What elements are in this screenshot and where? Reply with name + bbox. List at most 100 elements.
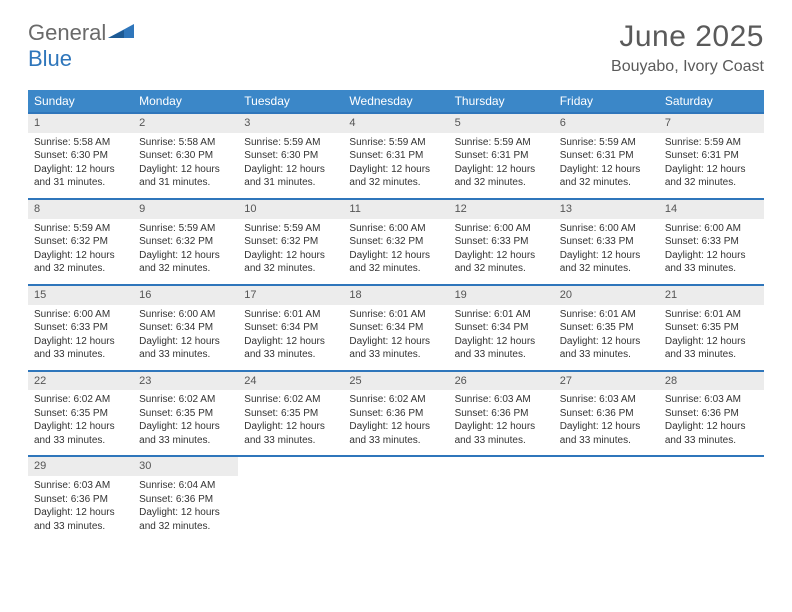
sunrise-text: Sunrise: 6:01 AM xyxy=(560,308,653,322)
sunset-text: Sunset: 6:33 PM xyxy=(34,321,127,335)
day-body: Sunrise: 6:01 AMSunset: 6:35 PMDaylight:… xyxy=(554,305,659,370)
daylight-text: Daylight: 12 hours and 33 minutes. xyxy=(349,335,442,362)
day-number: 11 xyxy=(343,200,448,219)
day-number: 4 xyxy=(343,114,448,133)
calendar-day-cell: 6Sunrise: 5:59 AMSunset: 6:31 PMDaylight… xyxy=(554,113,659,199)
weekday-header: Friday xyxy=(554,90,659,113)
sunrise-text: Sunrise: 5:58 AM xyxy=(139,136,232,150)
title-block: June 2025 Bouyabo, Ivory Coast xyxy=(611,20,764,76)
day-body: Sunrise: 5:58 AMSunset: 6:30 PMDaylight:… xyxy=(28,133,133,198)
calendar-day-cell: 1Sunrise: 5:58 AMSunset: 6:30 PMDaylight… xyxy=(28,113,133,199)
logo-blue: Blue xyxy=(28,46,72,71)
weekday-header: Tuesday xyxy=(238,90,343,113)
calendar-table: Sunday Monday Tuesday Wednesday Thursday… xyxy=(28,90,764,541)
calendar-day-cell: 4Sunrise: 5:59 AMSunset: 6:31 PMDaylight… xyxy=(343,113,448,199)
day-number: 9 xyxy=(133,200,238,219)
daylight-text: Daylight: 12 hours and 32 minutes. xyxy=(455,249,548,276)
sunset-text: Sunset: 6:33 PM xyxy=(665,235,758,249)
day-number: 8 xyxy=(28,200,133,219)
calendar-day-cell: 8Sunrise: 5:59 AMSunset: 6:32 PMDaylight… xyxy=(28,199,133,285)
sunset-text: Sunset: 6:32 PM xyxy=(34,235,127,249)
daylight-text: Daylight: 12 hours and 32 minutes. xyxy=(139,249,232,276)
sunset-text: Sunset: 6:36 PM xyxy=(560,407,653,421)
sunset-text: Sunset: 6:36 PM xyxy=(349,407,442,421)
daylight-text: Daylight: 12 hours and 33 minutes. xyxy=(139,335,232,362)
calendar-week-row: 22Sunrise: 6:02 AMSunset: 6:35 PMDayligh… xyxy=(28,371,764,457)
calendar-day-cell: 3Sunrise: 5:59 AMSunset: 6:30 PMDaylight… xyxy=(238,113,343,199)
sunrise-text: Sunrise: 5:59 AM xyxy=(560,136,653,150)
day-number: 14 xyxy=(659,200,764,219)
sunrise-text: Sunrise: 6:01 AM xyxy=(455,308,548,322)
sunrise-text: Sunrise: 6:01 AM xyxy=(665,308,758,322)
daylight-text: Daylight: 12 hours and 33 minutes. xyxy=(349,420,442,447)
sunset-text: Sunset: 6:34 PM xyxy=(244,321,337,335)
weekday-header: Wednesday xyxy=(343,90,448,113)
daylight-text: Daylight: 12 hours and 31 minutes. xyxy=(34,163,127,190)
day-body: Sunrise: 6:00 AMSunset: 6:32 PMDaylight:… xyxy=(343,219,448,284)
header: General Blue June 2025 Bouyabo, Ivory Co… xyxy=(28,20,764,76)
sunset-text: Sunset: 6:35 PM xyxy=(34,407,127,421)
calendar-day-cell: 11Sunrise: 6:00 AMSunset: 6:32 PMDayligh… xyxy=(343,199,448,285)
sunset-text: Sunset: 6:36 PM xyxy=(665,407,758,421)
sunrise-text: Sunrise: 6:02 AM xyxy=(34,393,127,407)
daylight-text: Daylight: 12 hours and 33 minutes. xyxy=(665,420,758,447)
weekday-header: Monday xyxy=(133,90,238,113)
calendar-week-row: 1Sunrise: 5:58 AMSunset: 6:30 PMDaylight… xyxy=(28,113,764,199)
sunrise-text: Sunrise: 6:00 AM xyxy=(455,222,548,236)
sunrise-text: Sunrise: 6:00 AM xyxy=(34,308,127,322)
daylight-text: Daylight: 12 hours and 33 minutes. xyxy=(560,335,653,362)
day-body: Sunrise: 5:59 AMSunset: 6:32 PMDaylight:… xyxy=(28,219,133,284)
daylight-text: Daylight: 12 hours and 32 minutes. xyxy=(349,163,442,190)
daylight-text: Daylight: 12 hours and 32 minutes. xyxy=(665,163,758,190)
day-number: 19 xyxy=(449,286,554,305)
weekday-header: Saturday xyxy=(659,90,764,113)
day-number: 15 xyxy=(28,286,133,305)
sunrise-text: Sunrise: 6:02 AM xyxy=(349,393,442,407)
calendar-day-cell: 27Sunrise: 6:03 AMSunset: 6:36 PMDayligh… xyxy=(554,371,659,457)
calendar-day-cell: 21Sunrise: 6:01 AMSunset: 6:35 PMDayligh… xyxy=(659,285,764,371)
day-body: Sunrise: 5:59 AMSunset: 6:31 PMDaylight:… xyxy=(343,133,448,198)
day-body: Sunrise: 6:04 AMSunset: 6:36 PMDaylight:… xyxy=(133,476,238,541)
calendar-day-cell: 26Sunrise: 6:03 AMSunset: 6:36 PMDayligh… xyxy=(449,371,554,457)
calendar-day-cell: 9Sunrise: 5:59 AMSunset: 6:32 PMDaylight… xyxy=(133,199,238,285)
calendar-day-cell: 22 Sunrise: 6:02 AMSunset: 6:35 PMDayligh… xyxy=(28,371,133,457)
day-number: 22 xyxy=(28,372,133,391)
calendar-day-cell: 7Sunrise: 5:59 AMSunset: 6:31 PMDaylight… xyxy=(659,113,764,199)
location: Bouyabo, Ivory Coast xyxy=(611,58,764,76)
day-number: 30 xyxy=(133,457,238,476)
daylight-text: Daylight: 12 hours and 33 minutes. xyxy=(455,420,548,447)
daylight-text: Daylight: 12 hours and 32 minutes. xyxy=(349,249,442,276)
calendar-day-cell xyxy=(554,456,659,541)
daylight-text: Daylight: 12 hours and 32 minutes. xyxy=(34,249,127,276)
calendar-day-cell: 25 Sunrise: 6:02 AMSunset: 6:36 PMDayligh… xyxy=(343,371,448,457)
sunset-text: Sunset: 6:31 PM xyxy=(455,149,548,163)
day-body: Sunrise: 6:03 AMSunset: 6:36 PMDaylight:… xyxy=(449,390,554,455)
daylight-text: Daylight: 12 hours and 33 minutes. xyxy=(665,249,758,276)
calendar-day-cell: 24Sunrise: 6:02 AMSunset: 6:35 PMDayligh… xyxy=(238,371,343,457)
calendar-week-row: 29Sunrise: 6:03 AMSunset: 6:36 PMDayligh… xyxy=(28,456,764,541)
sunrise-text: Sunrise: 6:00 AM xyxy=(349,222,442,236)
logo-triangle-icon xyxy=(108,20,134,40)
calendar-day-cell: 12Sunrise: 6:00 AMSunset: 6:33 PMDayligh… xyxy=(449,199,554,285)
sunset-text: Sunset: 6:33 PM xyxy=(560,235,653,249)
calendar-day-cell: 15Sunrise: 6:00 AMSunset: 6:33 PMDayligh… xyxy=(28,285,133,371)
daylight-text: Daylight: 12 hours and 32 minutes. xyxy=(560,163,653,190)
sunrise-text: Sunrise: 5:59 AM xyxy=(34,222,127,236)
calendar-day-cell: 16Sunrise: 6:00 AMSunset: 6:34 PMDayligh… xyxy=(133,285,238,371)
day-number: 25 xyxy=(343,372,448,391)
day-number: 3 xyxy=(238,114,343,133)
sunset-text: Sunset: 6:32 PM xyxy=(139,235,232,249)
sunrise-text: Sunrise: 5:59 AM xyxy=(244,222,337,236)
day-number: 13 xyxy=(554,200,659,219)
sunset-text: Sunset: 6:30 PM xyxy=(34,149,127,163)
logo-text: General Blue xyxy=(28,20,134,72)
sunset-text: Sunset: 6:36 PM xyxy=(455,407,548,421)
sunset-text: Sunset: 6:30 PM xyxy=(139,149,232,163)
calendar-day-cell xyxy=(449,456,554,541)
day-body: Sunrise: 6:02 AMSunset: 6:35 PMDaylight:… xyxy=(238,390,343,455)
daylight-text: Daylight: 12 hours and 31 minutes. xyxy=(244,163,337,190)
daylight-text: Daylight: 12 hours and 33 minutes. xyxy=(34,420,127,447)
day-body: Sunrise: 6:03 AMSunset: 6:36 PMDaylight:… xyxy=(554,390,659,455)
weekday-header: Sunday xyxy=(28,90,133,113)
sunrise-text: Sunrise: 5:59 AM xyxy=(244,136,337,150)
